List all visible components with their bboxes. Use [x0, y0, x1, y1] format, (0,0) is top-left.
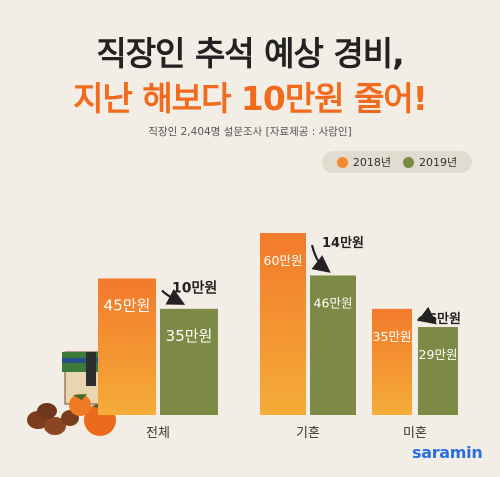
category-label-1: 기혼	[296, 426, 320, 441]
bar-2018-1	[260, 233, 306, 415]
bar-label-2019-1: 46만원	[314, 295, 353, 310]
legend-swatch-2019	[403, 156, 414, 168]
legend: 2018년 2019년	[322, 151, 472, 173]
title-line-1: 직장인 추석 예상 경비,	[96, 34, 404, 73]
difference-label-0: 10만원	[172, 281, 217, 297]
bar-2018-2	[372, 308, 412, 415]
bar-2019-1	[310, 275, 356, 415]
subtitle: 직장인 2,404명 설문조사 [자료제공 : 사람인]	[148, 126, 352, 138]
difference-label-2: 6만원	[428, 311, 461, 327]
bar-2018-0	[98, 278, 156, 415]
bar-label-2018-0: 45만원	[104, 297, 151, 315]
chestnut-icon	[37, 403, 57, 419]
persimmon-leaf-icon	[73, 394, 87, 400]
decrease-arrow-0	[161, 288, 186, 305]
decrease-arrow-1	[310, 244, 331, 273]
bar-label-2018-2: 35만원	[373, 329, 412, 344]
chestnut-icon	[44, 417, 66, 435]
bar-2019-0	[160, 308, 218, 415]
bar-2019-2	[418, 327, 458, 415]
bar-label-2018-1: 60만원	[264, 253, 303, 268]
decrease-arrow-2	[417, 306, 438, 325]
legend-item-2018: 2018년	[336, 154, 391, 170]
legend-label-2019: 2019년	[419, 156, 458, 169]
legend-item-2019: 2019년	[403, 154, 457, 170]
category-label-0: 전체	[146, 426, 170, 441]
saramin-logo: saramin	[412, 443, 483, 462]
persimmon-icon	[69, 394, 91, 416]
category-label-2: 미혼	[403, 426, 427, 441]
legend-label-2018: 2018년	[352, 156, 391, 169]
bar-label-2019-2: 29만원	[419, 347, 458, 362]
legend-swatch-2018	[336, 156, 348, 168]
gift-box-knot-icon	[86, 352, 96, 386]
difference-label-1: 14만원	[322, 235, 364, 251]
title-line-2: 지난 해보다 10만원 줄어!	[73, 79, 428, 118]
bar-label-2019-0: 35만원	[166, 327, 213, 345]
